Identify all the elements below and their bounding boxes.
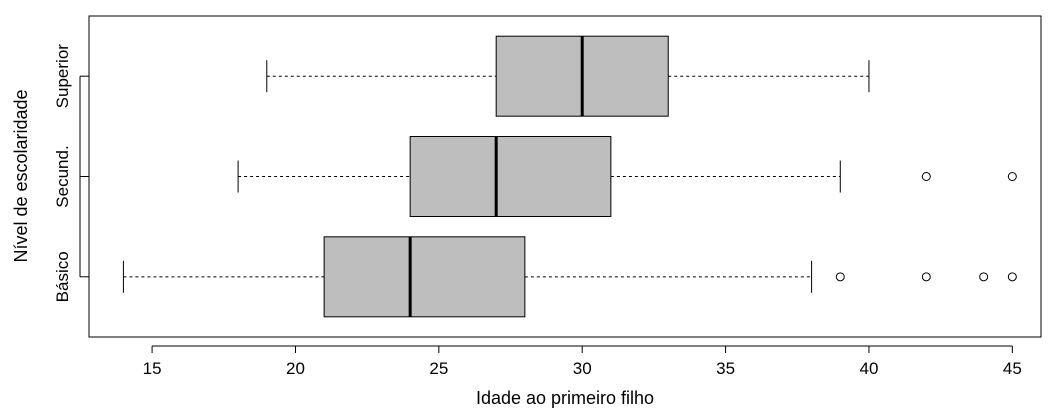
y-tick-label: Superior bbox=[53, 44, 72, 109]
box-group-1 bbox=[237, 136, 1017, 217]
x-tick-label: 35 bbox=[716, 359, 735, 378]
x-tick-label: 20 bbox=[286, 359, 305, 378]
outlier-point bbox=[921, 172, 931, 181]
x-tick-label: 30 bbox=[573, 359, 592, 378]
x-tick-label: 15 bbox=[143, 359, 162, 378]
outlier-point bbox=[979, 272, 989, 282]
y-tick-label: Básico bbox=[53, 251, 72, 302]
x-axis-label: Idade ao primeiro filho bbox=[476, 388, 654, 408]
outlier-point bbox=[921, 272, 931, 282]
boxes-layer bbox=[122, 35, 1017, 318]
x-tick-label: 45 bbox=[1003, 359, 1022, 378]
iqr-box bbox=[409, 136, 612, 217]
box-group-0 bbox=[122, 236, 1017, 318]
x-tick-label: 25 bbox=[429, 359, 448, 378]
iqr-box bbox=[323, 236, 526, 318]
box-group-2 bbox=[266, 35, 870, 117]
y-axis: Básico Secund. Superior bbox=[53, 44, 89, 302]
x-tick-label: 40 bbox=[859, 359, 878, 378]
x-axis: 15 20 25 30 35 40 45 bbox=[143, 345, 1022, 378]
outlier-point bbox=[1007, 172, 1017, 181]
y-tick-label: Secund. bbox=[53, 145, 72, 207]
outlier-point bbox=[835, 272, 845, 282]
y-axis-label: Nível de escolaridade bbox=[11, 89, 31, 262]
outlier-point bbox=[1007, 272, 1017, 282]
